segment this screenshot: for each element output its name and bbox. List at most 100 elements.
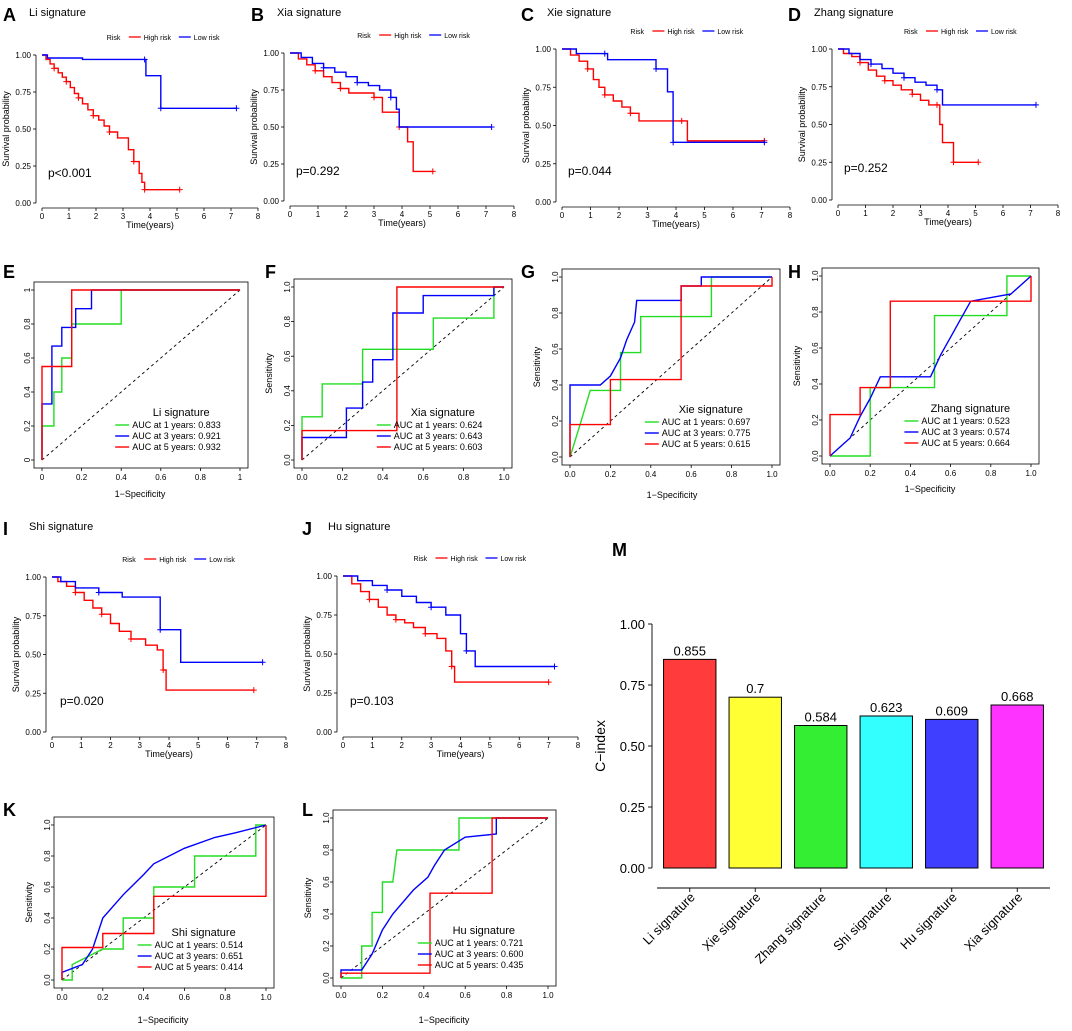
x-axis-label: Time(years): [378, 218, 426, 228]
x-tick-label: 0.0: [56, 993, 68, 1002]
legend-title: Risk: [630, 29, 644, 36]
censor-mark: [337, 85, 344, 92]
y-tick-label: 0.25: [316, 689, 332, 698]
censor-mark: [320, 64, 327, 71]
censor-mark: [881, 77, 888, 84]
x-tick-label: 8: [788, 211, 793, 220]
x-tick-label: 7: [1028, 209, 1033, 218]
censor-mark: [384, 587, 391, 594]
x-tick-label: 0.8: [726, 470, 738, 479]
legend-high-label: High risk: [394, 33, 422, 40]
y-tick-label: 1.00: [620, 617, 645, 632]
x-tick-label: 0.4: [116, 473, 128, 482]
roc-curve-3-year: [41, 289, 240, 460]
km-panel-J: J Hu signature Risk High risk Low risk 0.00 0.…: [302, 519, 581, 759]
y-tick-label: 1.00: [535, 45, 551, 54]
plot-frame: [33, 281, 249, 469]
bar-value-label: 0.623: [870, 700, 903, 715]
y-tick-label: 0.2: [23, 420, 32, 432]
censor-mark: [653, 65, 660, 72]
x-tick-label: 4: [167, 741, 172, 750]
panel-letter: B: [251, 5, 264, 25]
x-tick-label: 0.6: [460, 991, 472, 1000]
panel-title: Xia signature: [277, 7, 341, 19]
legend-label: AUC at 1 years: 0.514: [155, 940, 244, 950]
x-tick-label: Hu signature: [897, 890, 960, 953]
y-tick-label: 0.25: [25, 689, 41, 698]
x-tick-label: 0.8: [501, 991, 513, 1000]
km-panel-D: D Zhang signature Risk High risk Low risk 0.0…: [788, 5, 1061, 227]
y-tick-label: 0.8: [43, 850, 52, 862]
x-axis-label: 1−Specificity: [647, 490, 698, 500]
x-tick-label: 1: [79, 741, 84, 750]
y-tick-label: 0: [23, 457, 32, 462]
y-tick-label: 0.75: [316, 611, 332, 620]
diagonal-reference: [41, 289, 241, 461]
x-tick-label: 8: [1056, 209, 1061, 218]
y-tick-label: 0.4: [811, 378, 820, 390]
bar-li-signature: [663, 658, 717, 869]
x-tick-label: 8: [512, 210, 517, 219]
km-curve-low-risk: [52, 576, 263, 663]
x-tick-label: 3: [918, 209, 923, 218]
censor-mark: [75, 94, 82, 101]
x-tick-label: 2: [891, 209, 896, 218]
y-axis-label: Survival probability: [797, 86, 807, 162]
panel-letter: E: [3, 262, 15, 282]
censor-mark: [141, 186, 148, 193]
censor-mark: [909, 91, 916, 98]
censor-mark: [868, 61, 874, 68]
y-tick-label: 0.6: [43, 881, 52, 893]
x-tick-label: Xie signature: [699, 890, 763, 954]
legend-title: Risk: [904, 29, 918, 36]
y-tick-label: 0.50: [25, 651, 41, 660]
roc-curve-1-year: [301, 286, 504, 460]
p-value: p<0.001: [48, 166, 92, 180]
censor-mark: [141, 56, 148, 63]
legend-title: Risk: [414, 556, 428, 563]
x-tick-label: 8: [576, 741, 581, 750]
roc-curve-5-year: [340, 817, 548, 978]
y-tick-label: 0.00: [811, 196, 827, 205]
y-tick-label: 0.0: [283, 454, 292, 466]
y-tick-label: 0.6: [811, 342, 820, 354]
x-tick-label: 0: [560, 211, 565, 220]
x-tick-label: 0.0: [296, 473, 308, 482]
km-curve-low-risk: [343, 575, 555, 668]
y-tick-label: 0.50: [620, 739, 645, 754]
x-tick-label: 0: [40, 473, 45, 482]
x-tick-label: 7: [759, 211, 764, 220]
censor-mark: [95, 589, 102, 596]
legend-high-label: High risk: [451, 556, 479, 563]
x-axis-label: Time(years): [145, 749, 193, 759]
y-tick-label: 0.2: [43, 943, 52, 955]
y-tick-label: 1.0: [551, 271, 560, 283]
y-tick-label: 0.4: [23, 386, 32, 398]
y-tick-label: 0.50: [316, 650, 332, 659]
x-tick-label: 2: [344, 210, 349, 219]
censor-mark: [975, 159, 982, 166]
censor-mark: [584, 65, 591, 72]
legend-label: AUC at 5 years: 0.414: [155, 962, 244, 972]
x-tick-label: 6: [456, 210, 461, 219]
roc-curve-5-year: [829, 276, 1032, 456]
censor-mark: [98, 611, 105, 618]
y-axis-label: Survival probability: [521, 87, 531, 163]
censor-mark: [354, 79, 361, 86]
roc-curve-3-year: [340, 817, 548, 978]
legend-label: AUC at 1 years: 0.697: [662, 417, 751, 427]
y-tick-label: 0.0: [811, 450, 820, 462]
bar-xia-signature: [990, 704, 1044, 869]
censor-mark: [90, 112, 97, 119]
p-value: p=0.020: [60, 694, 104, 708]
legend-label: AUC at 5 years: 0.664: [921, 438, 1010, 448]
y-axis-label: Sensitivity: [532, 346, 542, 387]
y-tick-label: 0.25: [535, 160, 551, 169]
censor-mark: [312, 67, 319, 74]
x-tick-label: Shi signature: [830, 890, 894, 954]
censor-mark: [670, 139, 677, 146]
y-tick-label: 0.0: [43, 974, 52, 986]
y-tick-label: 0.4: [322, 908, 331, 920]
bar-hu-signature: [925, 718, 979, 869]
